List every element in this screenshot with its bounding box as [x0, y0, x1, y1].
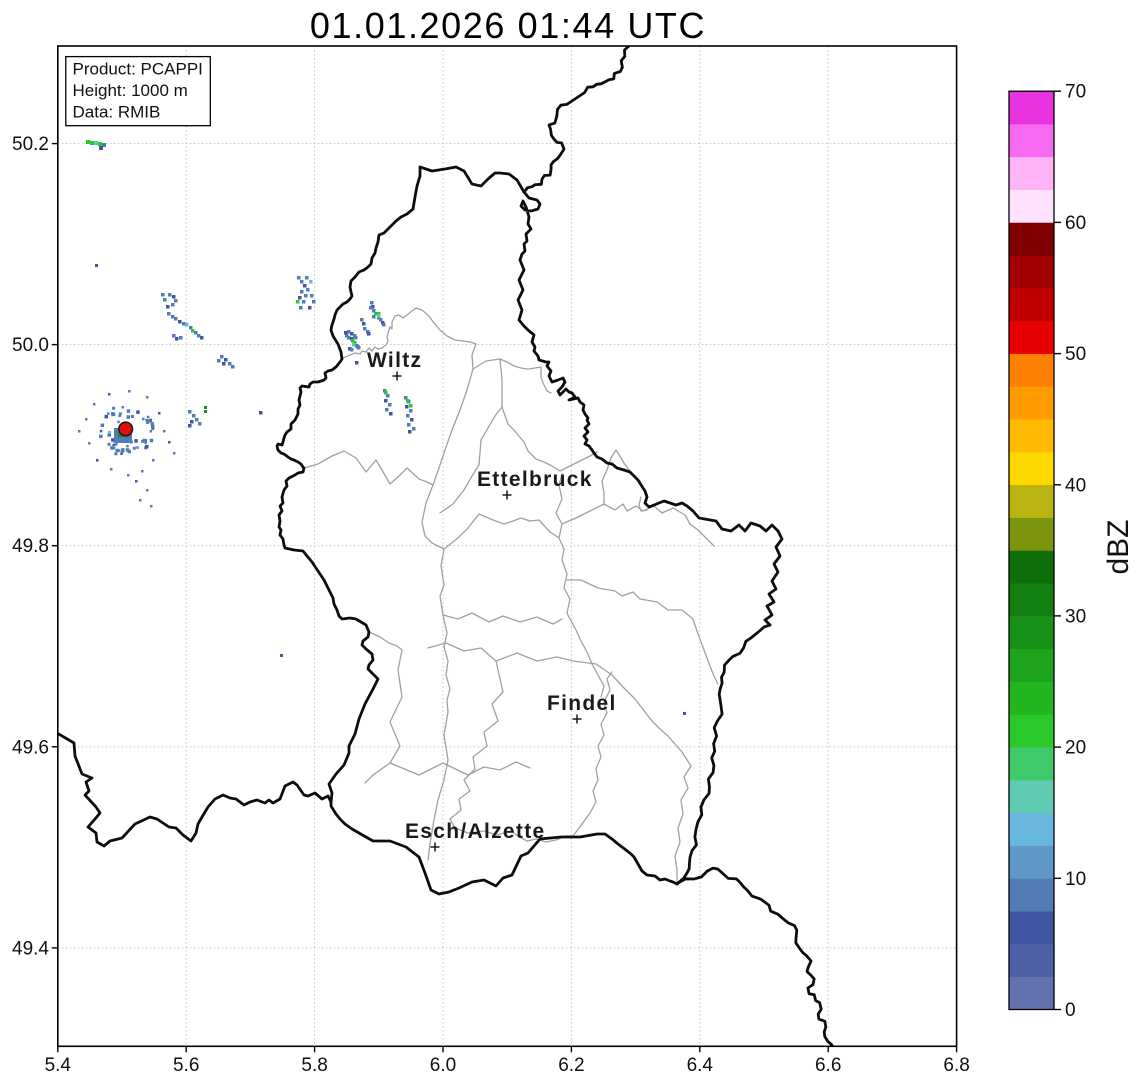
svg-text:6.6: 6.6	[815, 1055, 841, 1076]
svg-text:60: 60	[1065, 213, 1086, 234]
svg-text:50.0: 50.0	[12, 335, 49, 356]
svg-text:Data: RMIB: Data: RMIB	[73, 103, 161, 122]
svg-text:Ettelbruck: Ettelbruck	[477, 468, 593, 491]
svg-text:50: 50	[1065, 344, 1086, 365]
svg-text:20: 20	[1065, 738, 1086, 759]
svg-text:5.8: 5.8	[301, 1055, 327, 1076]
svg-text:01.01.2026 01:44 UTC: 01.01.2026 01:44 UTC	[310, 5, 706, 46]
svg-text:Height: 1000 m: Height: 1000 m	[73, 81, 188, 100]
svg-text:6.8: 6.8	[943, 1055, 969, 1076]
svg-text:50.2: 50.2	[12, 134, 49, 155]
svg-text:49.6: 49.6	[12, 737, 49, 758]
svg-text:Wiltz: Wiltz	[367, 349, 422, 372]
svg-text:6.4: 6.4	[687, 1055, 714, 1076]
svg-text:6.0: 6.0	[430, 1055, 456, 1076]
svg-text:5.6: 5.6	[173, 1055, 199, 1076]
svg-text:49.4: 49.4	[12, 938, 49, 959]
svg-text:40: 40	[1065, 475, 1086, 496]
svg-text:Product: PCAPPI: Product: PCAPPI	[73, 60, 203, 79]
svg-text:dBZ: dBZ	[1102, 519, 1135, 574]
svg-text:49.8: 49.8	[12, 536, 49, 557]
svg-text:Esch/Alzette: Esch/Alzette	[405, 820, 545, 843]
svg-text:0: 0	[1065, 1000, 1076, 1021]
svg-text:10: 10	[1065, 869, 1086, 890]
svg-text:6.2: 6.2	[558, 1055, 584, 1076]
svg-text:30: 30	[1065, 606, 1086, 627]
svg-text:5.4: 5.4	[45, 1055, 72, 1076]
svg-text:Findel: Findel	[547, 692, 617, 715]
svg-text:70: 70	[1065, 82, 1086, 103]
